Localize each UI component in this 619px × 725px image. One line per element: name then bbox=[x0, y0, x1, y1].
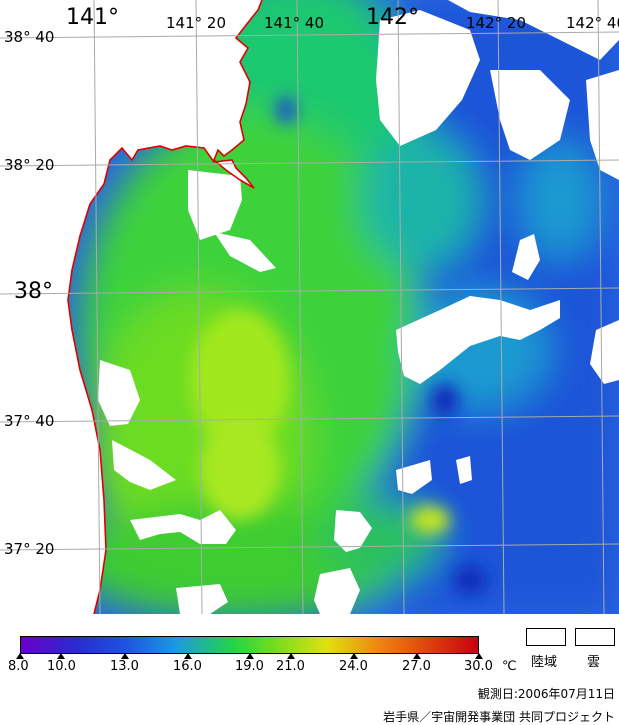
graticule bbox=[0, 0, 619, 614]
tick-label-21: 21.0 bbox=[276, 659, 305, 674]
unit-label: ℃ bbox=[502, 659, 517, 674]
lon-label-142-20: 142° 20 bbox=[466, 14, 526, 32]
tick-mark-19 bbox=[246, 653, 254, 659]
tick-label-24: 24.0 bbox=[339, 659, 368, 674]
cloud-patches bbox=[98, 0, 619, 614]
credit-line: 岩手県／宇宙開発事業団 共同プロジェクト bbox=[383, 710, 615, 724]
lon-label-142-40: 142° 40 bbox=[566, 14, 619, 32]
lat-label-38: 38° bbox=[14, 279, 53, 304]
tick-mark-24 bbox=[350, 653, 358, 659]
tick-mark-8 bbox=[16, 653, 24, 659]
latitude-labels: 38° 40 38° 20 38° 37° 40 37° 20 bbox=[4, 28, 54, 558]
lat-label-37-20: 37° 20 bbox=[4, 540, 54, 558]
observation-date: 観測日:2006年07月11日 bbox=[477, 687, 615, 701]
cloud-legend-swatch bbox=[575, 628, 615, 646]
sst-map: 141° 141° 20 141° 40 142° 142° 20 142° 4… bbox=[0, 0, 619, 614]
land-area bbox=[0, 0, 262, 614]
lat-label-38-40: 38° 40 bbox=[4, 28, 54, 46]
longitude-labels: 141° 141° 20 141° 40 142° 142° 20 142° 4… bbox=[66, 5, 619, 32]
tick-mark-13 bbox=[121, 653, 129, 659]
land-legend-swatch bbox=[526, 628, 566, 646]
tick-mark-16 bbox=[184, 653, 192, 659]
lat-label-37-40: 37° 40 bbox=[4, 412, 54, 430]
tick-label-13: 13.0 bbox=[110, 659, 139, 674]
tick-label-8: 8.0 bbox=[8, 659, 29, 674]
tick-label-19: 19.0 bbox=[235, 659, 264, 674]
temperature-color-scale bbox=[20, 636, 479, 654]
tick-label-27: 27.0 bbox=[402, 659, 431, 674]
lat-label-38-20: 38° 20 bbox=[4, 156, 54, 174]
tick-mark-27 bbox=[413, 653, 421, 659]
tick-mark-21 bbox=[287, 653, 295, 659]
lon-label-141-20: 141° 20 bbox=[166, 14, 226, 32]
land-legend-label: 陸域 bbox=[531, 655, 558, 670]
lon-label-141: 141° bbox=[66, 5, 119, 30]
coastline bbox=[67, 0, 263, 614]
tick-label-30: 30.0 bbox=[464, 659, 493, 674]
cloud-legend-label: 雲 bbox=[587, 655, 601, 670]
tick-label-16: 16.0 bbox=[173, 659, 202, 674]
tick-mark-10 bbox=[57, 653, 65, 659]
tick-label-10: 10.0 bbox=[47, 659, 76, 674]
lon-label-141-40: 141° 40 bbox=[264, 14, 324, 32]
lon-label-142: 142° bbox=[366, 5, 419, 30]
tick-mark-30 bbox=[475, 653, 483, 659]
